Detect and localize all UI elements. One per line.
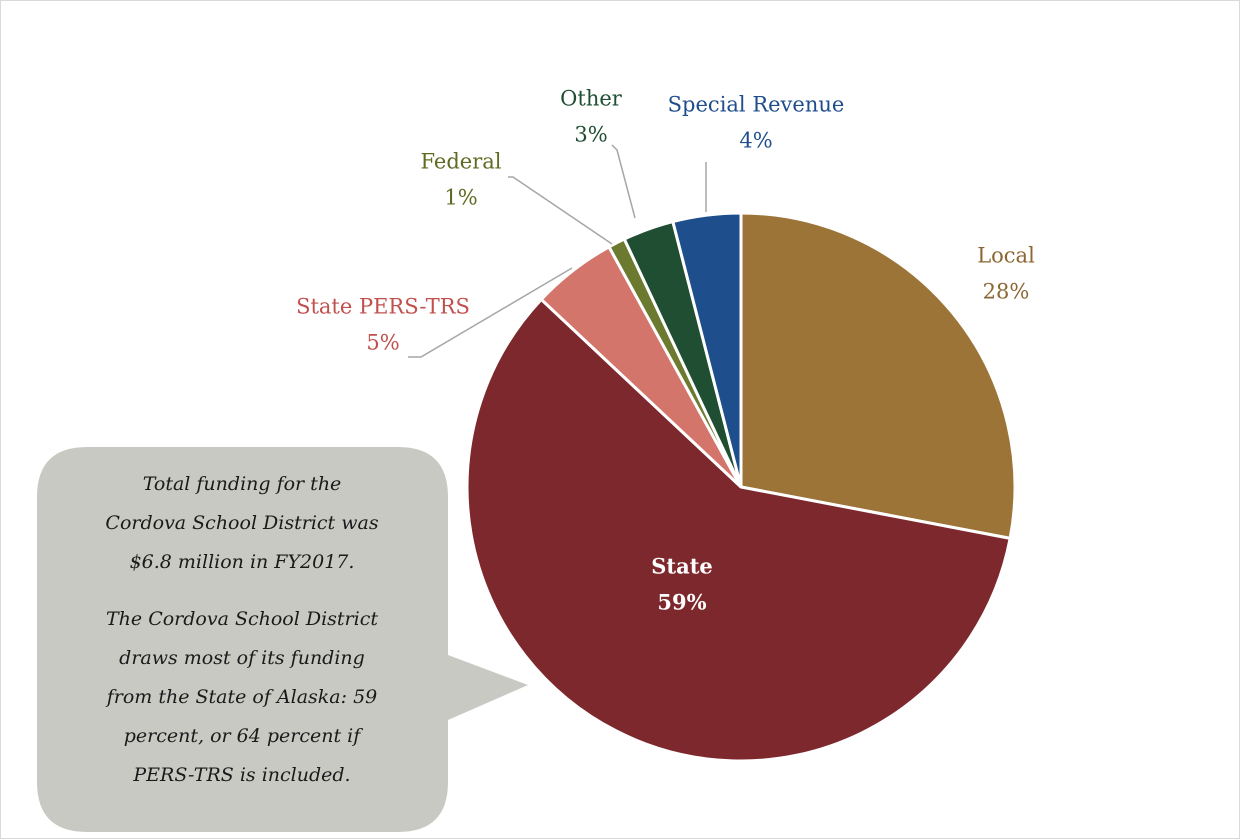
- value-label: 59%: [657, 590, 706, 615]
- slice-label: Federal: [421, 150, 502, 174]
- leader-line: [508, 176, 613, 245]
- slice-label: Local: [977, 244, 1035, 268]
- value-label: 1%: [444, 186, 477, 210]
- annotation: The Cordova School District: [106, 608, 378, 630]
- annotation: percent, or 64 percent if: [124, 725, 363, 747]
- annotation: PERS-TRS is included.: [132, 764, 350, 786]
- pie-slice: [671, 211, 743, 488]
- annotation: Cordova School District was: [105, 512, 378, 534]
- annotation: from the State of Alaska: 59: [105, 686, 378, 708]
- leader-line: [611, 144, 636, 219]
- annotation: Total funding for the: [143, 473, 342, 495]
- pie-slice: [465, 297, 1012, 763]
- pie-slice: [739, 211, 1017, 541]
- callout: [37, 447, 528, 832]
- value-label: 4%: [739, 129, 772, 153]
- annotation: draws most of its funding: [119, 647, 365, 669]
- slice-label: Other: [560, 87, 623, 111]
- value-label: 3%: [574, 123, 607, 147]
- slice-label: State: [651, 554, 713, 579]
- value-label: 5%: [366, 331, 399, 355]
- value-label: 28%: [983, 280, 1030, 304]
- slice-label: State PERS-TRS: [296, 295, 470, 319]
- leader-line: [408, 267, 573, 358]
- slice-label: Special Revenue: [668, 93, 845, 117]
- annotation: $6.8 million in FY2017.: [130, 551, 355, 573]
